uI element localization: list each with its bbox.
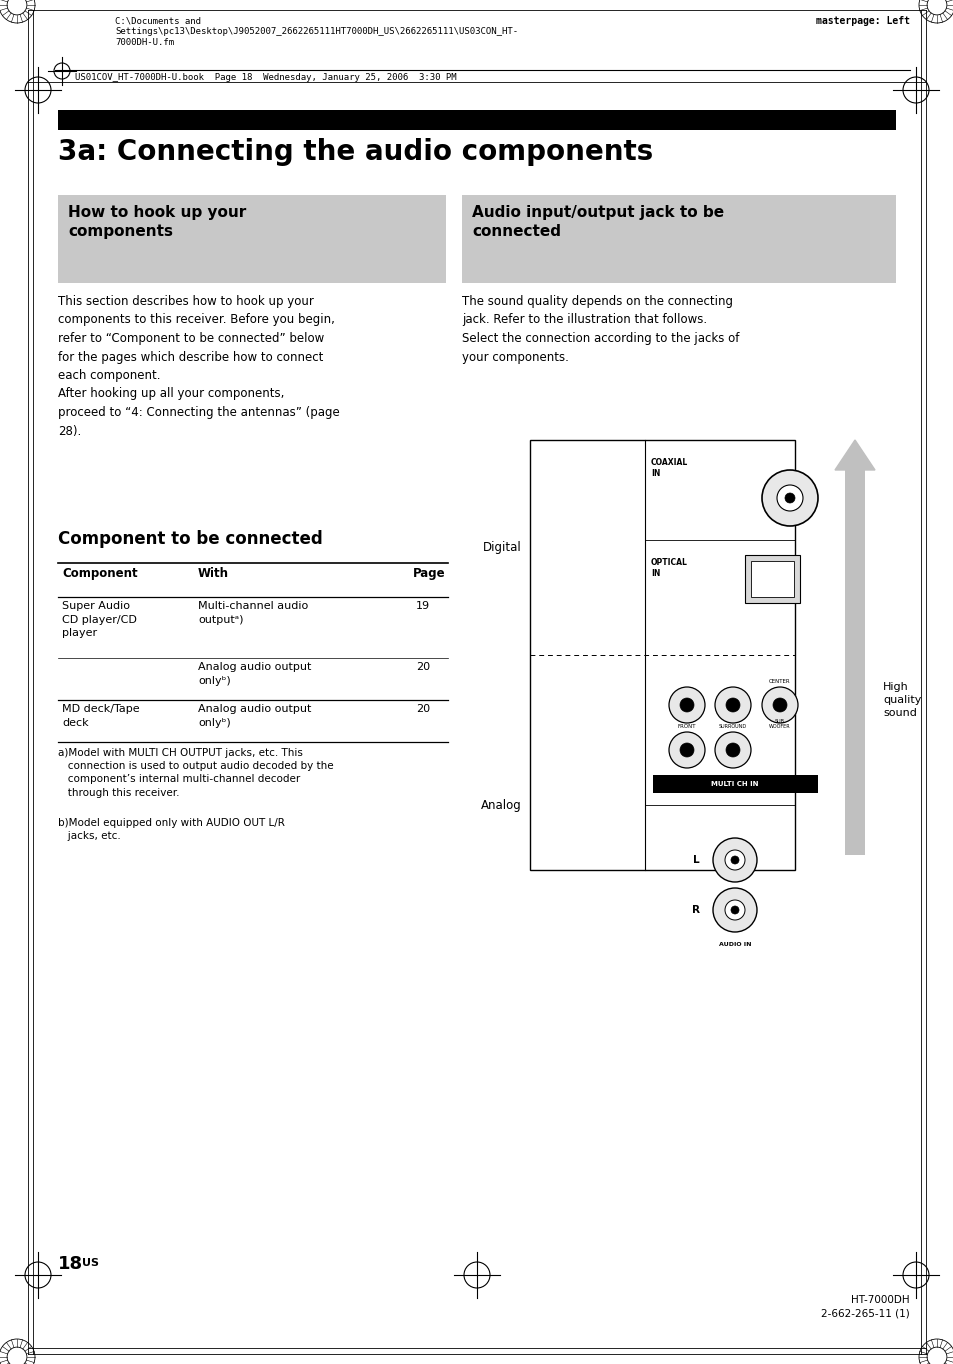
Text: This section describes how to hook up your
components to this receiver. Before y: This section describes how to hook up yo… [58, 295, 339, 438]
Text: 20: 20 [416, 662, 430, 672]
Text: MD deck/Tape
deck: MD deck/Tape deck [62, 704, 139, 727]
Text: a)Model with MULTI CH OUTPUT jacks, etc. This
   connection is used to output au: a)Model with MULTI CH OUTPUT jacks, etc.… [58, 747, 334, 798]
Text: Analog audio output
onlyᵇ): Analog audio output onlyᵇ) [198, 704, 311, 727]
Circle shape [784, 492, 794, 503]
Text: L: L [693, 855, 700, 865]
Bar [750, 561, 793, 597]
Circle shape [668, 732, 704, 768]
Text: HT-7000DH
2-662-265-11 (1): HT-7000DH 2-662-265-11 (1) [821, 1294, 909, 1319]
Text: CENTER: CENTER [768, 679, 790, 683]
Text: How to hook up your
components: How to hook up your components [68, 205, 246, 239]
Text: C:\Documents and
Settings\pc13\Desktop\J9052007_2662265111HT7000DH_US\2662265111: C:\Documents and Settings\pc13\Desktop\J… [115, 16, 517, 48]
Circle shape [730, 906, 739, 914]
Text: SURROUND: SURROUND [719, 724, 746, 728]
Text: High
quality
sound: High quality sound [882, 682, 921, 717]
Text: Analog audio output
onlyᵇ): Analog audio output onlyᵇ) [198, 662, 311, 686]
Text: Audio input/output jack to be
connected: Audio input/output jack to be connected [472, 205, 723, 239]
Circle shape [761, 687, 797, 723]
Circle shape [724, 850, 744, 870]
Bar [744, 555, 800, 603]
Text: Multi-channel audio
outputᵃ): Multi-channel audio outputᵃ) [198, 602, 308, 625]
Text: Component to be connected: Component to be connected [58, 531, 322, 548]
Text: R: R [691, 904, 700, 915]
Circle shape [714, 687, 750, 723]
Text: AUDIO IN: AUDIO IN [718, 943, 750, 947]
Bar [844, 456, 864, 855]
Circle shape [679, 743, 693, 757]
Circle shape [679, 698, 693, 712]
Circle shape [725, 698, 740, 712]
Circle shape [725, 743, 740, 757]
Circle shape [712, 837, 757, 883]
Text: MULTI CH IN: MULTI CH IN [711, 782, 758, 787]
Circle shape [714, 732, 750, 768]
Text: SUB
WOOFER: SUB WOOFER [768, 719, 790, 728]
Circle shape [730, 857, 739, 863]
Text: 18: 18 [58, 1255, 83, 1273]
Text: US: US [82, 1258, 99, 1269]
Text: b)Model equipped only with AUDIO OUT L/R
   jacks, etc.: b)Model equipped only with AUDIO OUT L/R… [58, 818, 285, 842]
Bar [652, 775, 817, 792]
Circle shape [712, 888, 757, 932]
Circle shape [772, 698, 786, 712]
Circle shape [668, 687, 704, 723]
Bar [461, 195, 895, 282]
Text: OPTICAL
IN: OPTICAL IN [650, 558, 687, 578]
Bar [58, 110, 895, 130]
Circle shape [761, 471, 817, 527]
Text: masterpage: Left: masterpage: Left [815, 16, 909, 26]
Circle shape [776, 486, 802, 512]
Bar [530, 441, 794, 870]
Polygon shape [834, 441, 874, 471]
Text: Component: Component [62, 567, 137, 580]
Text: 20: 20 [416, 704, 430, 713]
Text: 3a: Connecting the audio components: 3a: Connecting the audio components [58, 138, 653, 166]
Circle shape [724, 900, 744, 919]
Text: With: With [198, 567, 229, 580]
Text: FRONT: FRONT [677, 724, 696, 728]
Text: Analog: Analog [480, 798, 521, 812]
Text: US01COV_HT-7000DH-U.book  Page 18  Wednesday, January 25, 2006  3:30 PM: US01COV_HT-7000DH-U.book Page 18 Wednesd… [75, 74, 456, 82]
Text: Super Audio
CD player/CD
player: Super Audio CD player/CD player [62, 602, 136, 638]
Text: COAXIAL
IN: COAXIAL IN [650, 458, 687, 479]
Text: 19: 19 [416, 602, 430, 611]
Bar [58, 195, 446, 282]
Text: Digital: Digital [483, 542, 521, 555]
Text: Page: Page [413, 567, 445, 580]
Text: The sound quality depends on the connecting
jack. Refer to the illustration that: The sound quality depends on the connect… [461, 295, 739, 363]
